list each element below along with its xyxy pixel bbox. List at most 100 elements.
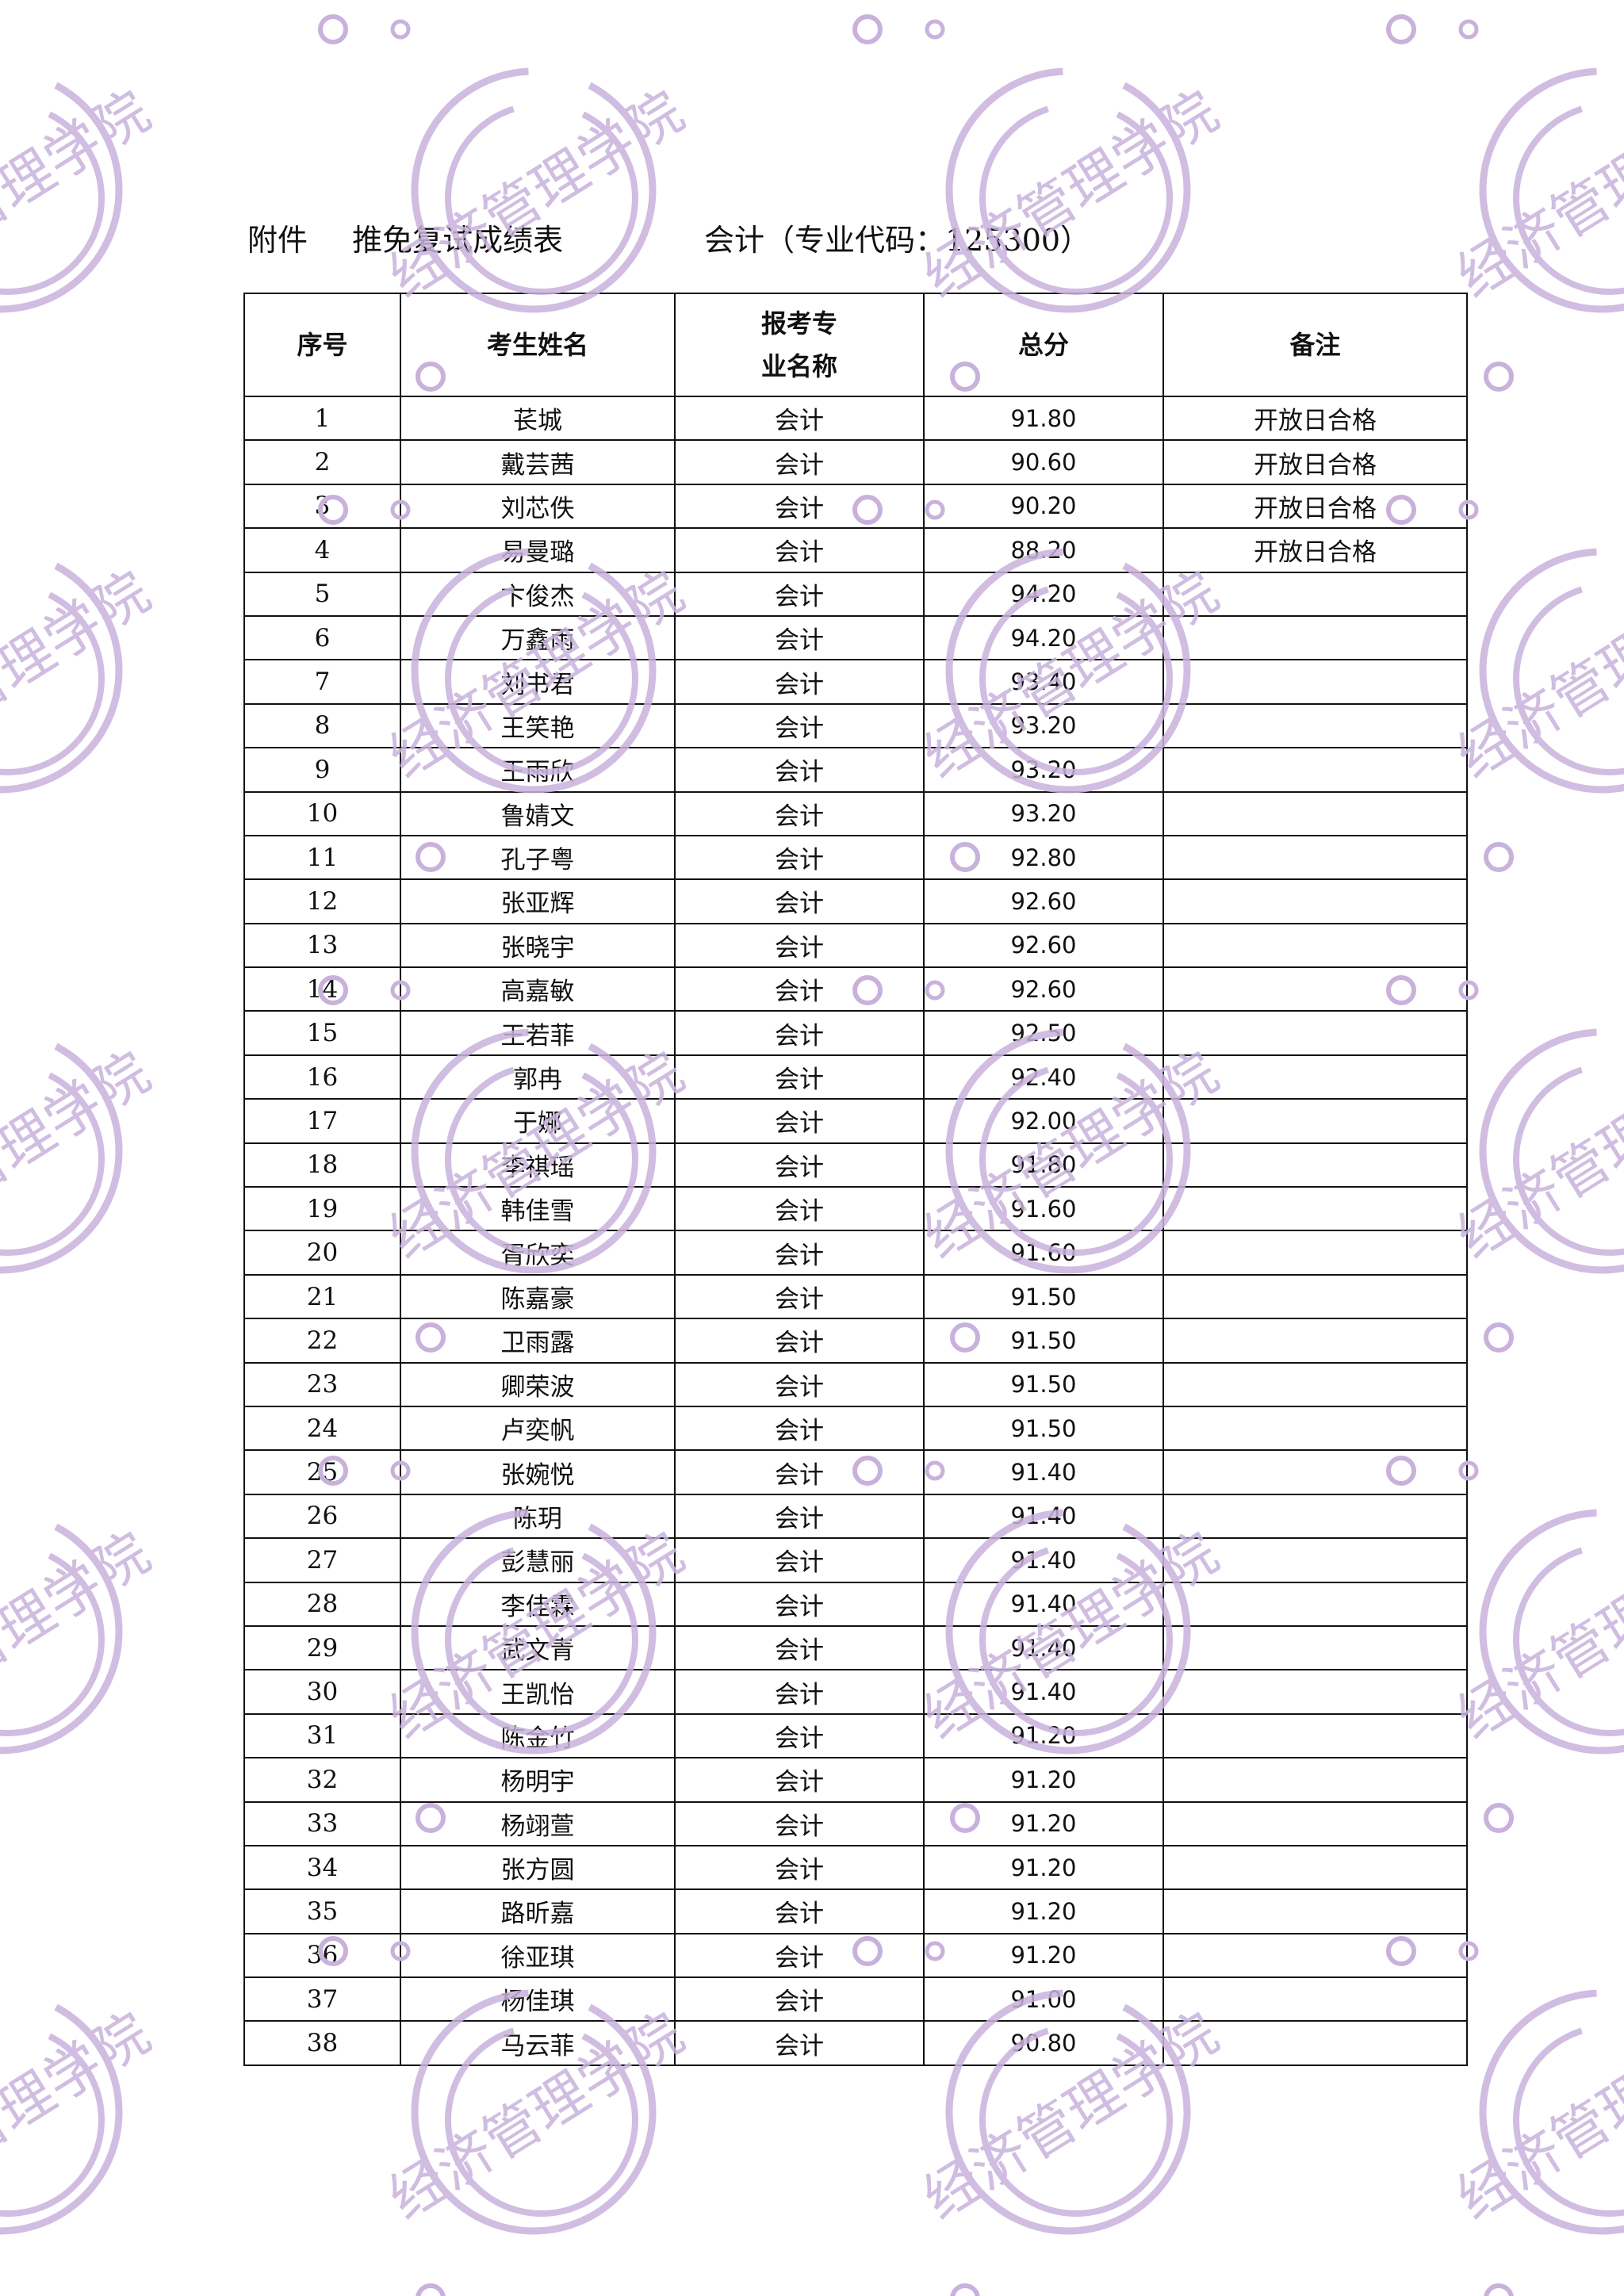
watermark-dot: [1484, 2283, 1514, 2296]
row-remark: [1162, 1932, 1468, 1979]
row-name: 陈嘉豪: [400, 1273, 676, 1320]
row-name: 卢奕帆: [400, 1405, 676, 1452]
row-index: 1: [243, 395, 401, 442]
row-name: 刘芯佚: [400, 483, 676, 530]
row-index: 15: [243, 1010, 401, 1056]
row-name: 高嘉敏: [400, 966, 676, 1012]
row-index: 23: [243, 1361, 401, 1407]
row-name: 王笑艳: [400, 702, 676, 749]
row-remark: [1162, 659, 1468, 705]
row-name: 路昕嘉: [400, 1888, 676, 1934]
row-score: 92.50: [923, 1010, 1164, 1056]
row-index: 4: [243, 527, 401, 573]
watermark-dot: [1484, 1803, 1514, 1833]
title-major: 会计（专业代码：125300）: [704, 223, 1091, 258]
row-remark: [1162, 1712, 1468, 1759]
row-name: 万鑫雨: [400, 614, 676, 661]
row-remark: [1162, 1230, 1468, 1276]
row-index: 36: [243, 1932, 401, 1979]
table-row: 19 韩佳雪 会计 91.60: [243, 1186, 1468, 1232]
row-remark: [1162, 1098, 1468, 1144]
row-index: 24: [243, 1405, 401, 1452]
row-remark: [1162, 1537, 1468, 1583]
row-score: 91.20: [923, 1888, 1164, 1934]
watermark-dot: [1484, 842, 1514, 872]
row-remark: [1162, 1273, 1468, 1320]
row-index: 12: [243, 878, 401, 924]
row-index: 27: [243, 1537, 401, 1583]
row-major: 会计: [674, 834, 925, 881]
table-row: 1 苌城 会计 91.80 开放日合格: [243, 395, 1468, 442]
svg-text:经济管理学院: 经济管理学院: [0, 78, 161, 310]
svg-text:经济管理学院: 经济管理学院: [912, 78, 1229, 310]
row-major: 会计: [674, 790, 925, 836]
row-major: 会计: [674, 1186, 925, 1232]
row-score: 92.80: [923, 834, 1164, 881]
table-row: 5 卞俊杰 会计 94.20: [243, 571, 1468, 617]
svg-text:经济管理学院: 经济管理学院: [0, 559, 161, 790]
row-major: 会计: [674, 1669, 925, 1715]
row-major: 会计: [674, 922, 925, 969]
table-row: 16 郭冉 会计 92.40: [243, 1054, 1468, 1100]
row-index: 33: [243, 1800, 401, 1846]
table-row: 8 王笑艳 会计 93.20: [243, 702, 1468, 749]
svg-text:经济管理学院: 经济管理学院: [1446, 78, 1624, 310]
row-score: 91.40: [923, 1669, 1164, 1715]
table-row: 22 卫雨露 会计 91.50: [243, 1318, 1468, 1364]
row-index: 37: [243, 1976, 401, 2022]
row-name: 彭慧丽: [400, 1537, 676, 1583]
row-name: 卫雨露: [400, 1318, 676, 1364]
row-major: 会计: [674, 747, 925, 793]
row-index: 13: [243, 922, 401, 969]
watermark-stamp: 经济管理学院: [1446, 1028, 1624, 1274]
table-row: 28 李佳霖 会计 91.40: [243, 1581, 1468, 1627]
table-row: 15 王若菲 会计 92.50: [243, 1010, 1468, 1056]
row-name: 易曼璐: [400, 527, 676, 573]
row-name: 卞俊杰: [400, 571, 676, 617]
row-major: 会计: [674, 1054, 925, 1100]
row-name: 刘书君: [400, 659, 676, 705]
watermark-stamp: 经济管理学院: [1446, 1509, 1624, 1755]
row-major: 会计: [674, 702, 925, 749]
row-index: 30: [243, 1669, 401, 1715]
row-score: 91.50: [923, 1318, 1164, 1364]
row-score: 91.40: [923, 1624, 1164, 1671]
row-major: 会计: [674, 483, 925, 530]
row-remark: [1162, 1493, 1468, 1540]
row-name: 戴芸茜: [400, 439, 676, 485]
row-remark: [1162, 1581, 1468, 1627]
table-row: 34 张方圆 会计 91.20: [243, 1844, 1468, 1891]
row-name: 王雨欣: [400, 747, 676, 793]
svg-text:经济管理学院: 经济管理学院: [0, 1039, 161, 1271]
row-name: 张方圆: [400, 1844, 676, 1891]
table-row: 25 张婉悦 会计 91.40: [243, 1449, 1468, 1495]
watermark-stamp: 经济管理学院: [0, 548, 161, 794]
row-remark: [1162, 1449, 1468, 1495]
watermark-stamp: 经济管理学院: [1446, 67, 1624, 313]
watermark-stamp: 经济管理学院: [0, 1028, 161, 1274]
row-index: 22: [243, 1318, 401, 1364]
row-name: 李祺瑶: [400, 1142, 676, 1188]
row-major: 会计: [674, 1098, 925, 1144]
row-major: 会计: [674, 1493, 925, 1540]
row-index: 10: [243, 790, 401, 836]
row-major: 会计: [674, 395, 925, 442]
row-index: 20: [243, 1230, 401, 1276]
row-name: 韩佳雪: [400, 1186, 676, 1232]
row-major: 会计: [674, 1361, 925, 1407]
row-major: 会计: [674, 1757, 925, 1803]
row-index: 31: [243, 1712, 401, 1759]
row-major: 会计: [674, 659, 925, 705]
row-index: 3: [243, 483, 401, 530]
row-remark: [1162, 1054, 1468, 1100]
table-row: 3 刘芯佚 会计 90.20 开放日合格: [243, 483, 1468, 530]
row-score: 91.40: [923, 1581, 1164, 1627]
row-score: 91.00: [923, 1976, 1164, 2022]
row-major: 会计: [674, 527, 925, 573]
title-name: 推免复试成绩表: [352, 223, 564, 258]
row-name: 李佳霖: [400, 1581, 676, 1627]
header-index: 序号: [243, 293, 401, 397]
svg-text:经济管理学院: 经济管理学院: [1446, 2000, 1624, 2232]
row-score: 93.40: [923, 659, 1164, 705]
row-name: 张婉悦: [400, 1449, 676, 1495]
